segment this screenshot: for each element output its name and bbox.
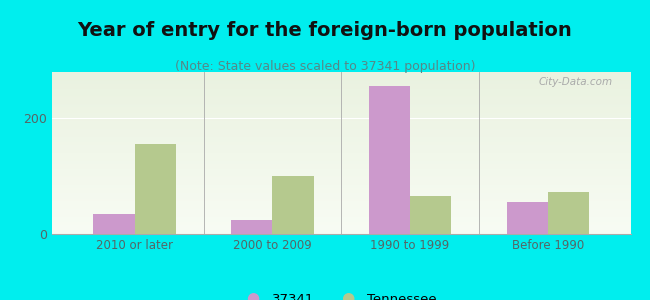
Bar — [410, 196, 452, 234]
Bar — [369, 86, 410, 234]
Bar — [135, 144, 176, 234]
Bar — [548, 192, 589, 234]
Bar — [231, 220, 272, 234]
Text: Year of entry for the foreign-born population: Year of entry for the foreign-born popul… — [77, 21, 573, 40]
Text: City-Data.com: City-Data.com — [539, 77, 613, 87]
Legend: 37341, Tennessee: 37341, Tennessee — [240, 288, 442, 300]
Bar — [94, 214, 135, 234]
Bar — [506, 202, 548, 234]
Text: (Note: State values scaled to 37341 population): (Note: State values scaled to 37341 popu… — [175, 60, 475, 73]
Bar — [272, 176, 314, 234]
